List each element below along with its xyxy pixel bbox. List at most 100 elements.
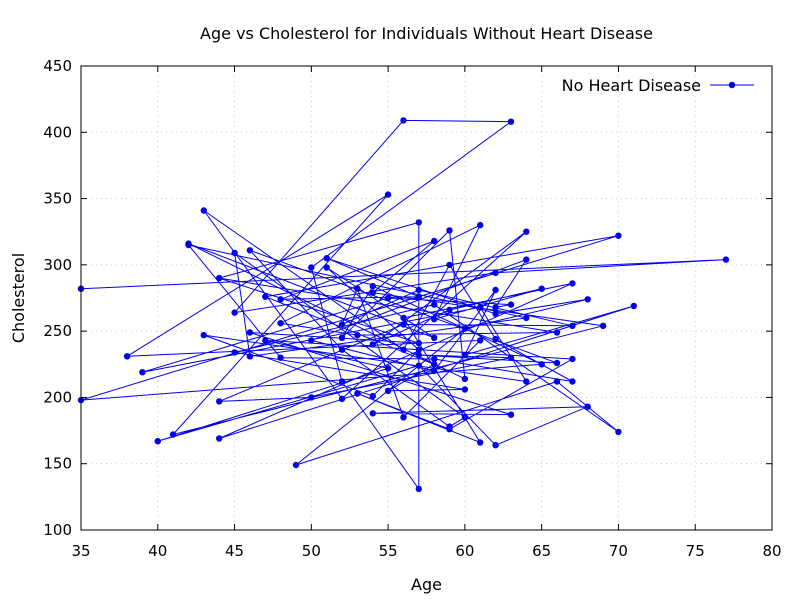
data-point bbox=[615, 428, 622, 436]
x-tick-label: 80 bbox=[762, 542, 781, 560]
data-point bbox=[446, 227, 453, 234]
data-point bbox=[323, 264, 330, 271]
data-point bbox=[354, 390, 361, 397]
data-point bbox=[461, 325, 469, 332]
data-point bbox=[446, 261, 453, 269]
data-point bbox=[415, 293, 422, 300]
data-point bbox=[369, 410, 376, 417]
data-point bbox=[461, 386, 469, 393]
data-point bbox=[492, 269, 499, 276]
data-point bbox=[369, 392, 376, 400]
data-point bbox=[569, 355, 576, 363]
ticks: 35 40 45 50 55 60 65 70 75 80 100 150 200 250 300 350 40… bbox=[43, 57, 781, 560]
x-tick-label: 60 bbox=[455, 542, 474, 560]
data-point bbox=[384, 191, 392, 198]
data-point bbox=[216, 398, 223, 405]
data-point bbox=[553, 329, 561, 336]
data-point bbox=[431, 301, 438, 308]
data-point bbox=[292, 461, 300, 469]
data-point bbox=[415, 485, 422, 493]
data-point bbox=[492, 442, 499, 449]
data-point bbox=[507, 118, 515, 125]
data-point bbox=[415, 219, 422, 226]
data-point bbox=[584, 403, 591, 410]
data-point bbox=[308, 394, 315, 401]
data-point bbox=[200, 331, 207, 339]
data-point bbox=[323, 255, 330, 262]
data-point bbox=[569, 280, 576, 287]
data-point bbox=[400, 414, 407, 421]
data-point bbox=[477, 337, 484, 344]
data-point bbox=[431, 316, 438, 323]
data-point bbox=[446, 306, 453, 314]
data-point bbox=[308, 337, 315, 344]
data-point bbox=[231, 349, 238, 356]
data-point bbox=[384, 294, 392, 302]
data-point bbox=[400, 314, 407, 322]
data-point bbox=[400, 321, 407, 328]
data-point bbox=[384, 387, 392, 394]
x-tick-label: 50 bbox=[302, 542, 321, 560]
data-point bbox=[338, 378, 346, 385]
data-point bbox=[492, 304, 499, 311]
data-point bbox=[277, 296, 284, 303]
y-tick-label: 100 bbox=[43, 521, 72, 539]
data-point bbox=[477, 439, 484, 446]
legend-label: No Heart Disease bbox=[562, 76, 701, 95]
data-point bbox=[246, 247, 254, 254]
data-point bbox=[354, 331, 361, 339]
data-point bbox=[384, 365, 392, 372]
chart-title: Age vs Cholesterol for Individuals Witho… bbox=[200, 24, 653, 43]
y-axis-label: Cholesterol bbox=[9, 253, 28, 343]
data-point bbox=[553, 378, 561, 385]
data-point bbox=[216, 274, 223, 282]
data-point bbox=[523, 378, 530, 385]
data-point bbox=[246, 353, 254, 360]
data-point bbox=[431, 355, 438, 363]
data-point bbox=[507, 411, 515, 418]
data-point bbox=[338, 395, 346, 402]
data-point bbox=[599, 322, 607, 329]
x-tick-label: 75 bbox=[686, 542, 705, 560]
data-point bbox=[722, 256, 730, 263]
data-point bbox=[369, 282, 376, 290]
x-tick-label: 55 bbox=[379, 542, 398, 560]
data-point bbox=[569, 378, 576, 385]
y-tick-label: 350 bbox=[43, 190, 72, 208]
data-point bbox=[477, 304, 484, 311]
series-group bbox=[77, 117, 730, 493]
data-point bbox=[354, 285, 361, 292]
data-point bbox=[231, 249, 238, 257]
data-point bbox=[431, 334, 438, 341]
data-point bbox=[538, 361, 545, 368]
x-tick-label: 40 bbox=[148, 542, 167, 560]
data-point bbox=[231, 309, 238, 316]
data-point bbox=[262, 293, 269, 300]
data-point bbox=[308, 264, 315, 271]
data-point bbox=[246, 329, 254, 336]
data-point bbox=[139, 369, 146, 376]
data-point bbox=[461, 414, 469, 421]
data-point bbox=[584, 296, 591, 303]
data-point bbox=[461, 375, 469, 383]
data-point bbox=[431, 361, 438, 368]
data-point bbox=[523, 228, 530, 235]
data-point bbox=[369, 341, 376, 348]
y-tick-label: 450 bbox=[43, 57, 72, 75]
data-point bbox=[415, 346, 422, 353]
data-point bbox=[492, 286, 499, 294]
data-point bbox=[400, 117, 407, 124]
data-point bbox=[154, 438, 161, 445]
x-tick-label: 65 bbox=[532, 542, 551, 560]
data-point bbox=[277, 320, 284, 327]
y-tick-label: 400 bbox=[43, 123, 72, 141]
data-point bbox=[200, 207, 207, 214]
x-axis-label: Age bbox=[411, 575, 442, 594]
data-point bbox=[569, 322, 576, 329]
data-point bbox=[338, 334, 346, 341]
data-point bbox=[523, 314, 530, 322]
data-point bbox=[523, 256, 530, 263]
legend-marker bbox=[728, 81, 736, 89]
